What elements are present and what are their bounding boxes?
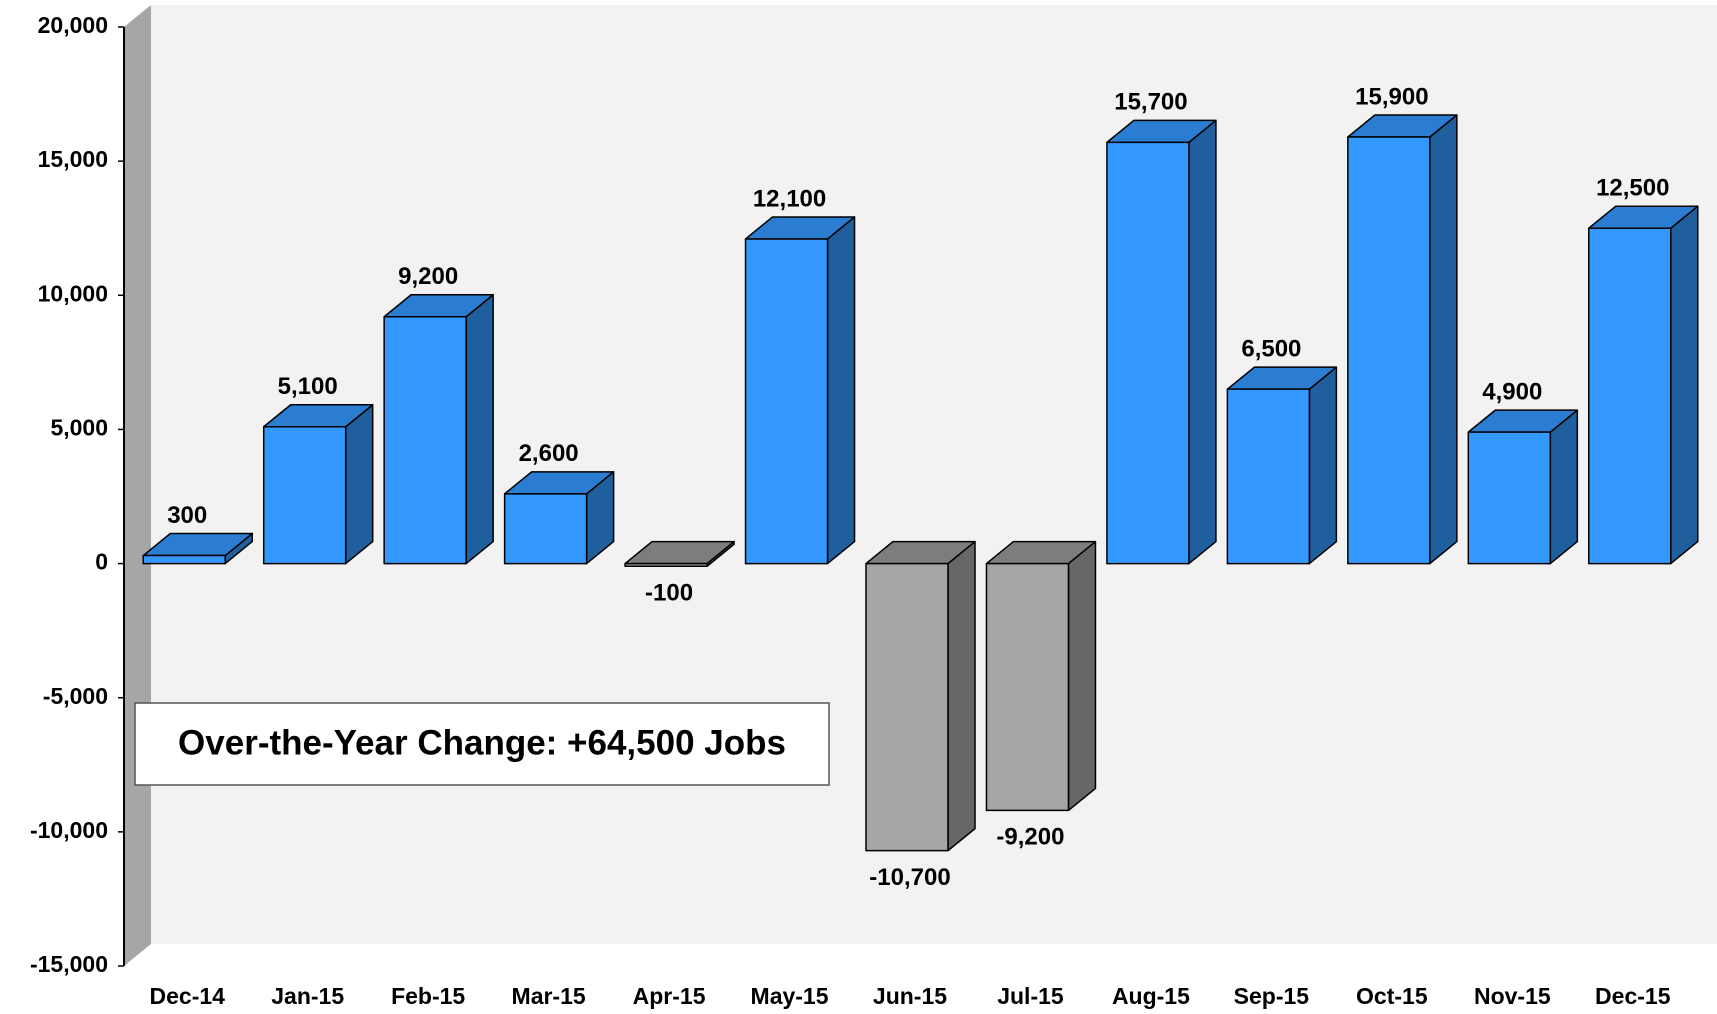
value-label: 6,500 (1241, 336, 1301, 363)
value-label: -9,200 (996, 824, 1064, 851)
y-tick-label: -15,000 (30, 951, 108, 977)
bar-side (1670, 205, 1699, 565)
bar (1347, 136, 1431, 565)
value-label: 2,600 (519, 440, 579, 467)
bar-side (1429, 114, 1458, 565)
bar-side (1067, 540, 1097, 812)
y-tick-label: -5,000 (43, 683, 108, 709)
x-tick-label: Apr-15 (633, 983, 706, 1009)
x-tick-label: May-15 (751, 983, 829, 1009)
value-label: 4,900 (1482, 378, 1542, 405)
bar (142, 554, 226, 565)
bar (1588, 227, 1672, 565)
x-tick-label: Sep-15 (1234, 983, 1310, 1009)
bar (624, 562, 708, 568)
y-tick-label: 0 (95, 549, 108, 575)
bar (865, 562, 949, 852)
bar-side (465, 293, 494, 565)
value-label: 12,100 (753, 185, 826, 212)
x-tick-label: Aug-15 (1112, 983, 1190, 1009)
value-label: -100 (645, 580, 693, 607)
side-wall (124, 5, 151, 966)
bar (985, 562, 1070, 812)
bar-side (947, 540, 976, 852)
y-tick-label: 20,000 (38, 12, 108, 38)
bar (503, 493, 588, 565)
y-tick-label: 15,000 (38, 146, 108, 172)
x-tick-label: Mar-15 (512, 983, 586, 1009)
value-label: 15,700 (1114, 89, 1187, 116)
annotation-box (134, 702, 830, 786)
value-label: 9,200 (398, 263, 458, 290)
bar (744, 238, 829, 565)
value-label: 300 (167, 502, 207, 529)
bar (383, 315, 467, 565)
value-label: 5,100 (278, 373, 338, 400)
bars: -15,000 -10,000 -5,000 0 5,000 10,000 15,000 20… (30, 12, 1699, 977)
bar-side (826, 216, 856, 565)
y-tick-label: -10,000 (30, 817, 108, 843)
y-tick-label: 10,000 (38, 280, 108, 306)
x-tick-label: Dec-15 (1595, 983, 1671, 1009)
x-tick-label: Jan-15 (271, 983, 344, 1009)
value-label: 12,500 (1596, 175, 1669, 202)
annotation: Over-the-Year Change: +64,500 Jobs (178, 723, 786, 762)
x-tick-label: Jul-15 (997, 983, 1064, 1009)
bar-side (344, 403, 374, 565)
x-tick-label: Nov-15 (1474, 983, 1551, 1009)
bar (1467, 431, 1552, 565)
value-label: -10,700 (869, 864, 950, 891)
bar-side (1308, 366, 1338, 565)
x-tick-label: Oct-15 (1356, 983, 1428, 1009)
x-tick-label: Feb-15 (391, 983, 465, 1009)
bar-side (1549, 409, 1579, 565)
bar (1226, 388, 1311, 565)
bar (1106, 141, 1190, 565)
x-tick-label: Jun-15 (873, 983, 947, 1009)
bar-side (1188, 119, 1217, 565)
y-tick-label: 5,000 (50, 415, 108, 441)
x-tick-label: Dec-14 (150, 983, 226, 1009)
value-label: 15,900 (1355, 83, 1428, 110)
bar (262, 425, 347, 565)
